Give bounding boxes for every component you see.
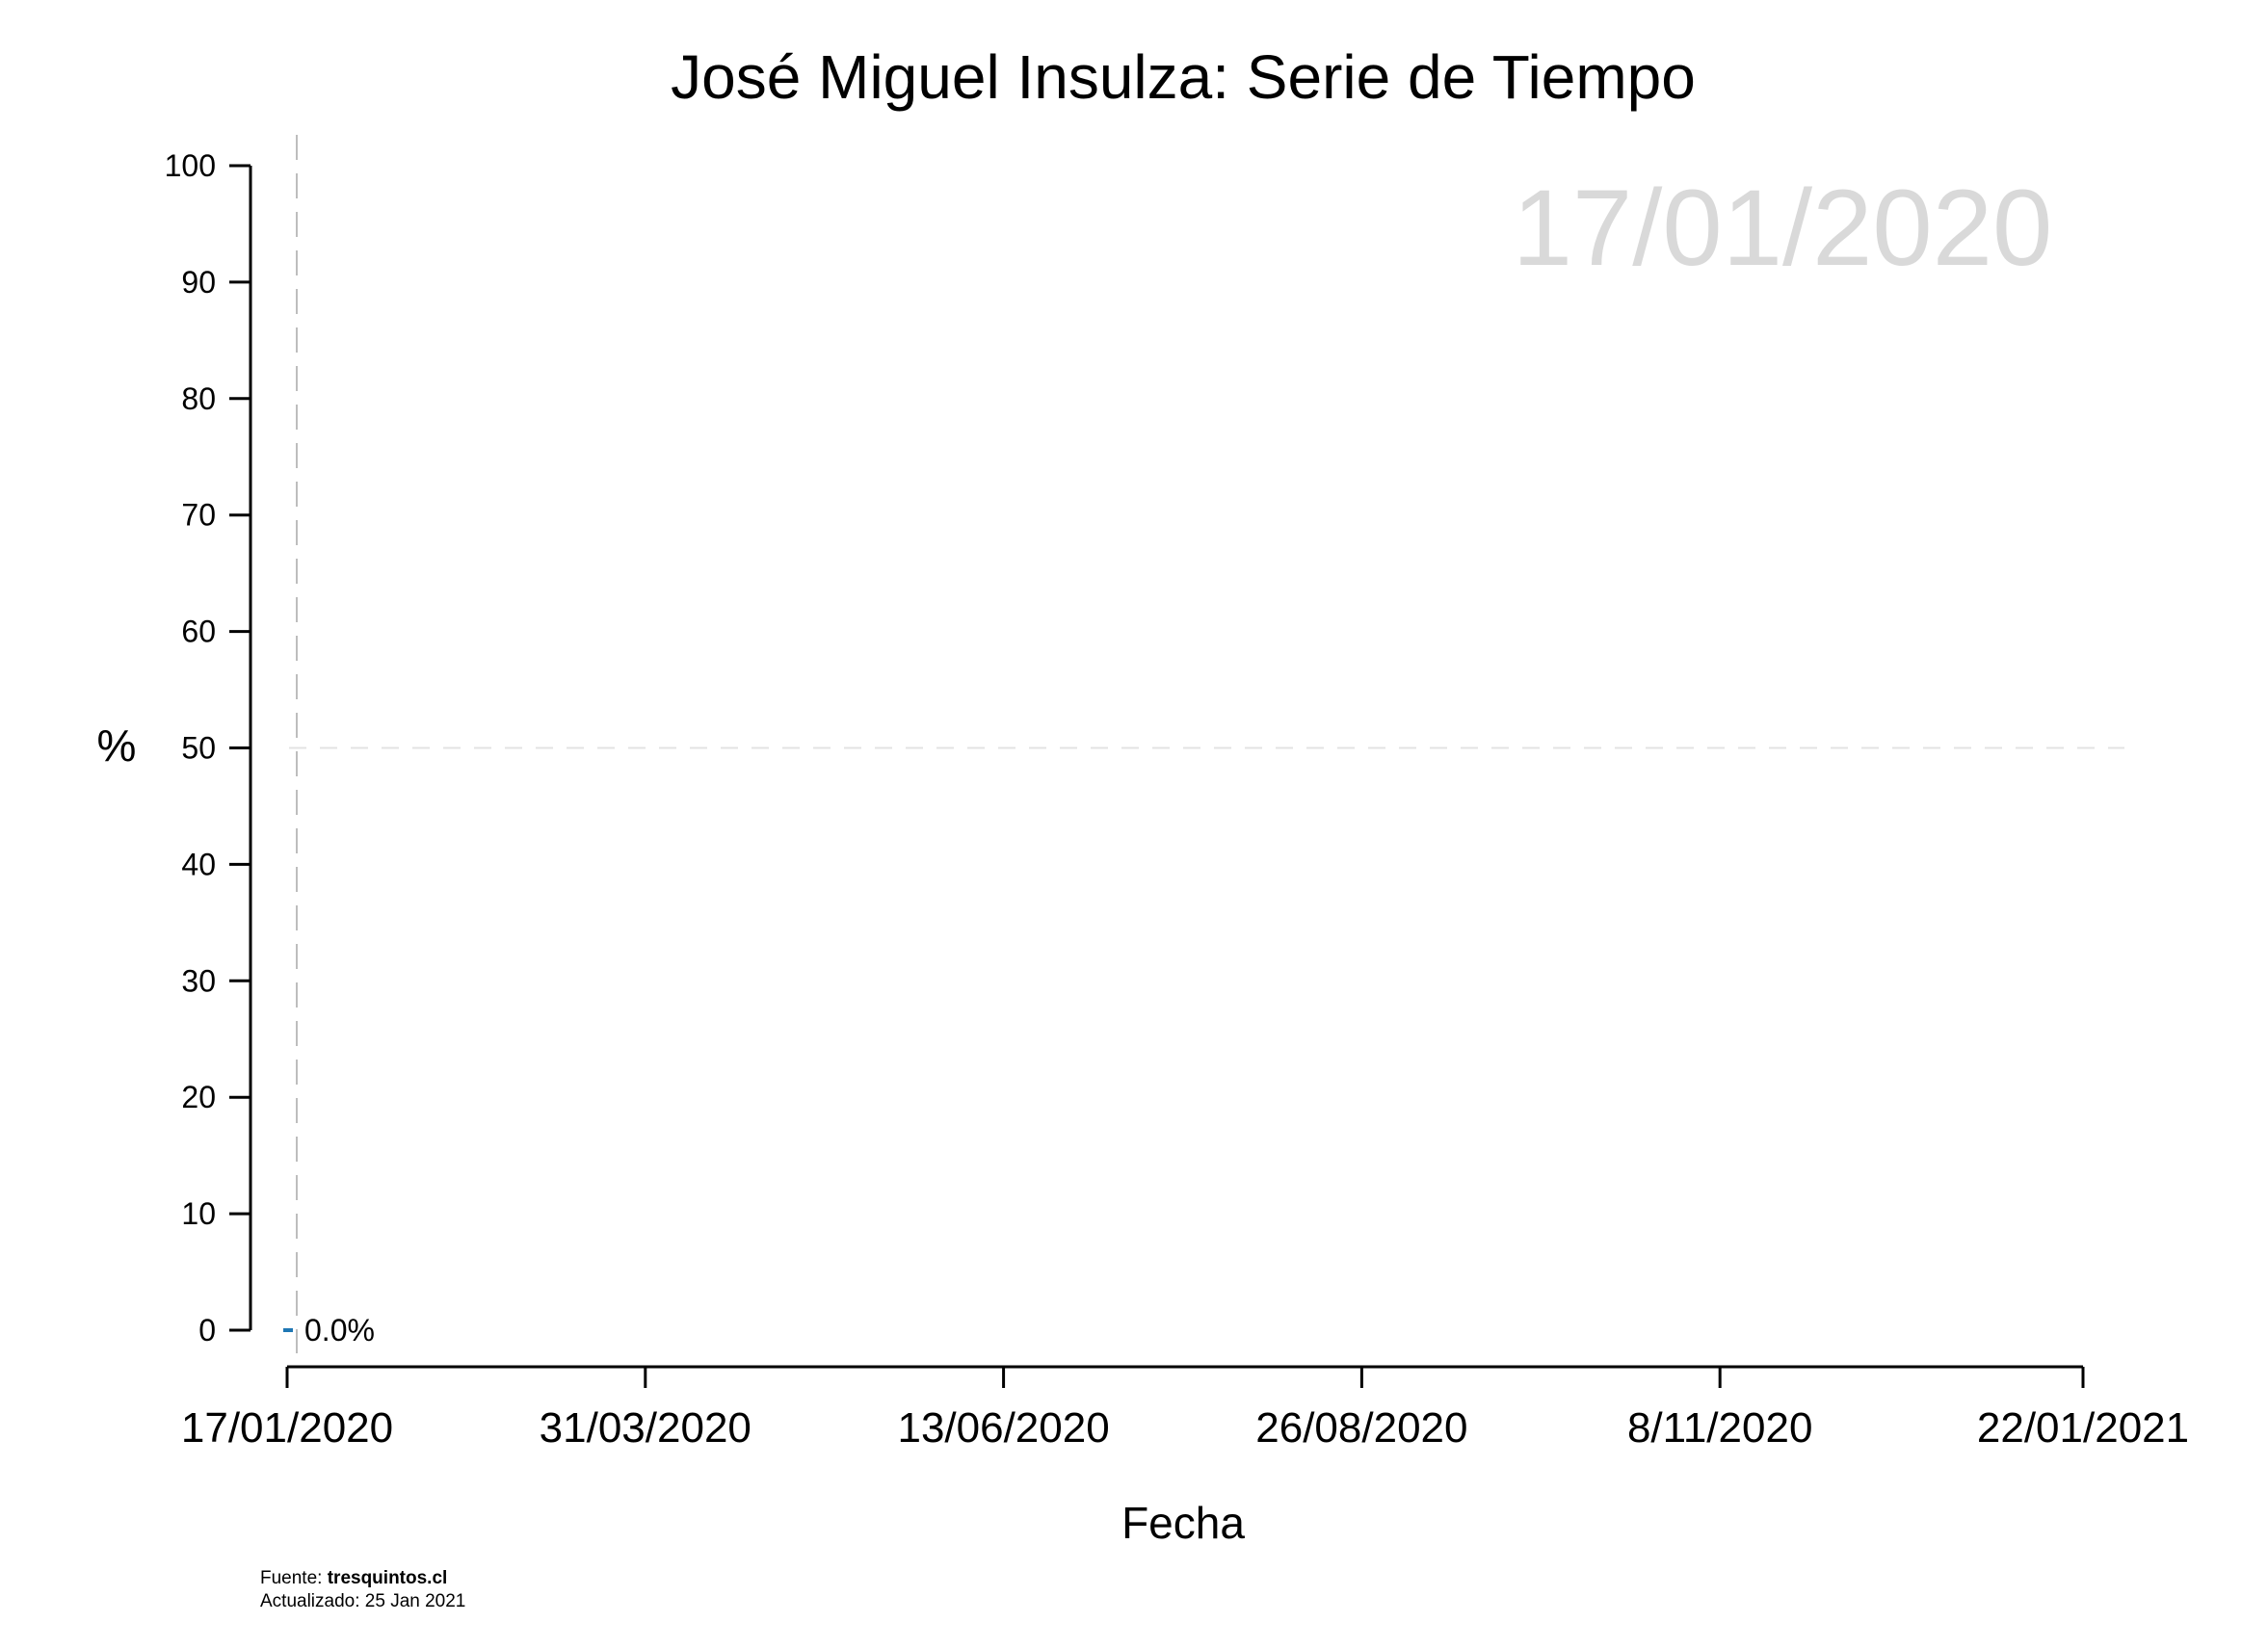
chart-title: José Miguel Insulza: Serie de Tiempo <box>671 42 1696 112</box>
x-tick-label: 17/01/2020 <box>181 1404 393 1452</box>
footer-source-label: Fuente: <box>260 1568 328 1588</box>
y-axis-label: % <box>97 720 137 771</box>
x-tick-label: 26/08/2020 <box>1255 1404 1467 1452</box>
y-tick-label: 90 <box>181 265 216 300</box>
y-axis: 0 10 20 30 40 50 60 70 80 90 100 <box>165 148 252 1348</box>
footer-source-value: tresquintos.cl <box>327 1568 448 1588</box>
y-tick-label: 0 <box>198 1313 216 1348</box>
y-tick-label: 60 <box>181 615 216 649</box>
series-group: 0.0% <box>283 1313 375 1348</box>
x-tick-label: 8/11/2020 <box>1627 1404 1812 1452</box>
y-tick-label: 40 <box>181 847 216 881</box>
y-tick-label: 30 <box>181 963 216 998</box>
date-watermark: 17/01/2020 <box>1513 168 2053 288</box>
y-tick-label: 80 <box>181 381 216 416</box>
x-tick-label: 31/03/2020 <box>540 1404 752 1452</box>
y-tick-label: 70 <box>181 498 216 533</box>
x-axis: 17/01/2020 31/03/2020 13/06/2020 26/08/2020… <box>181 1365 2189 1452</box>
footer-updated: Actualizado: 25 Jan 2021 <box>260 1591 466 1611</box>
y-tick-label: 10 <box>181 1196 216 1231</box>
x-tick-label: 13/06/2020 <box>897 1404 1109 1452</box>
footer-source: Fuente: tresquintos.cl <box>260 1568 447 1589</box>
series-point-label: 0.0% <box>304 1313 375 1348</box>
x-axis-label: Fecha <box>1121 1498 1245 1548</box>
y-tick-label: 20 <box>181 1080 216 1114</box>
y-tick-label: 100 <box>165 148 216 183</box>
y-tick-label: 50 <box>181 731 216 766</box>
reference-lines <box>289 135 2124 1353</box>
x-tick-label: 22/01/2021 <box>1977 1404 2189 1452</box>
